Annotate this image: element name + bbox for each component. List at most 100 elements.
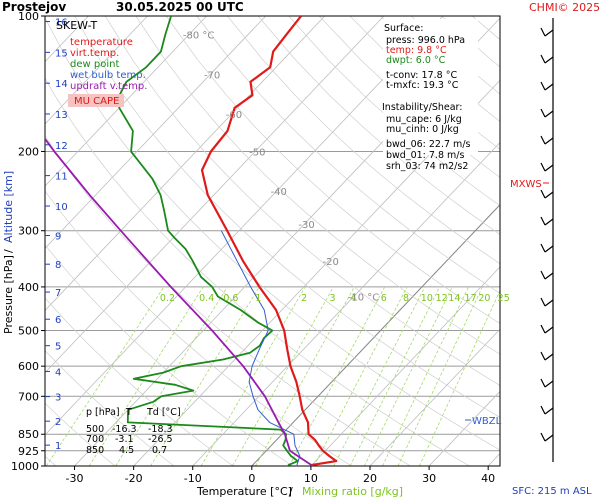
mixing-ratio-label: 8 xyxy=(403,293,409,304)
mixing-ratio-label: 0.6 xyxy=(223,293,238,304)
dry-adiabat xyxy=(135,16,500,355)
isotherm-label: -60 xyxy=(226,110,242,121)
y-axis-label-pressure: Pressure [hPa] xyxy=(2,255,15,334)
level-table-t-850: 4.5 xyxy=(119,445,134,456)
isotherm-label: -70 xyxy=(204,71,220,82)
isotherm-line xyxy=(45,16,326,312)
wind-barb-flag xyxy=(540,243,546,253)
chart-kind-label: SKEW-T xyxy=(56,19,98,32)
level-table-header-p: p [hPa] xyxy=(86,407,120,418)
temperature-tick-label: -30 xyxy=(66,472,84,485)
wind-barb-flag xyxy=(540,378,546,388)
isotherm-label: -10 °C xyxy=(348,292,380,303)
series-updraft-v-temp xyxy=(45,137,313,466)
temperature-tick-label: 0 xyxy=(248,472,255,485)
isotherm-label: -30 xyxy=(298,220,314,231)
isotherm-label: -50 xyxy=(249,147,265,158)
dry-adiabat xyxy=(45,297,234,466)
altitude-tick-label: 13 xyxy=(55,110,68,121)
mixing-ratio-line xyxy=(333,286,426,466)
mixing-ratio-label: 20 xyxy=(478,293,490,304)
mixing-ratio-line xyxy=(232,286,334,466)
pressure-tick-label: 100 xyxy=(18,10,39,23)
dry-adiabat xyxy=(45,244,293,466)
surface-tconv: t-conv: 17.8 °C xyxy=(386,70,457,81)
pressure-tick-label: 850 xyxy=(18,428,39,441)
wind-barb xyxy=(544,326,554,334)
instability-mu-cinh: mu_cinh: 0 J/kg xyxy=(386,124,459,135)
instability-srh-03: srh_03: 74 m2/s2 xyxy=(386,161,468,172)
altitude-tick-label: 4 xyxy=(55,367,61,378)
level-table-p-850: 850 xyxy=(86,445,104,456)
temperature-tick-label: 20 xyxy=(363,472,377,485)
y-axis-label-alt: Altitude [km] xyxy=(2,171,15,243)
wind-barb-flag xyxy=(540,81,546,91)
wind-barb-flag xyxy=(540,405,546,415)
altitude-tick-label: 10 xyxy=(55,202,68,213)
mu-cape-badge xyxy=(68,94,124,107)
altitude-tick-label: 11 xyxy=(55,172,68,183)
dry-adiabat xyxy=(257,16,500,235)
mixing-ratio-label: 1 xyxy=(255,293,261,304)
altitude-tick-label: 7 xyxy=(55,288,61,299)
legend-temperature: temperature xyxy=(70,37,133,48)
mixing-ratio-label: 4 xyxy=(350,293,356,304)
mu-cape-label: MU CAPE xyxy=(74,96,119,107)
isotherm-line xyxy=(45,16,266,249)
dry-adiabat xyxy=(45,135,411,466)
level-table-td-850: 0.7 xyxy=(152,445,167,456)
instability-heading: Instability/Shear: xyxy=(382,102,462,113)
level-table-t-700: -3.1 xyxy=(115,434,134,445)
altitude-tick-label: 6 xyxy=(55,315,61,326)
altitude-tick-label: 9 xyxy=(55,232,61,243)
wind-barb-flag xyxy=(540,189,546,199)
wind-barb-flag xyxy=(540,351,546,361)
isotherm-line xyxy=(133,79,500,466)
pressure-tick-label: 400 xyxy=(18,281,39,294)
isotherm-line xyxy=(45,16,385,374)
sfc-label: SFC: 215 m ASL xyxy=(512,486,592,497)
isotherm-line xyxy=(487,452,500,466)
wind-barb-flag xyxy=(540,324,546,334)
plot-frame xyxy=(44,15,501,467)
dry-adiabat xyxy=(45,17,500,451)
level-table-p-500: 500 xyxy=(86,424,104,435)
altitude-tick-label: 12 xyxy=(55,141,68,152)
mixing-ratio-label: 25 xyxy=(498,293,510,304)
dry-adiabat xyxy=(227,16,500,265)
mixing-ratio-label: 0.4 xyxy=(199,293,214,304)
wind-barb xyxy=(544,56,554,64)
wind-barb xyxy=(544,407,554,415)
dry-adiabat xyxy=(471,16,500,41)
x-axis-label-mix: Mixing ratio [g/kg] xyxy=(302,485,403,498)
altitude-tick-label: 3 xyxy=(55,393,61,404)
credit-label: CHMI© 2025 xyxy=(529,1,600,14)
level-table-header-td: Td [°C] xyxy=(146,407,181,418)
wind-barb-flag xyxy=(540,135,546,145)
mixing-ratio-label: 6 xyxy=(381,293,387,304)
mixing-ratio-line xyxy=(45,286,165,466)
surface-dwpt: dwpt: 6.0 °C xyxy=(386,55,446,66)
isotherm-line xyxy=(45,16,207,187)
wind-barb xyxy=(544,164,554,172)
mixing-ratio-line xyxy=(288,286,386,466)
dry-adiabat xyxy=(196,16,500,294)
wind-barbs xyxy=(540,18,554,462)
wind-barb xyxy=(544,245,554,253)
chart-datetime: 30.05.2025 00 UTC xyxy=(116,0,244,14)
x-axis-label-temp: Temperature [°C] xyxy=(196,485,292,498)
isotherm-label: -40 xyxy=(271,187,287,198)
x-axis-label-sep: / xyxy=(289,485,293,498)
wind-barb xyxy=(544,218,554,226)
altitude-tick-label: 15 xyxy=(55,48,68,59)
wind-barb-flag xyxy=(540,108,546,118)
temperature-tick-label: 40 xyxy=(481,472,495,485)
mixing-ratio-line xyxy=(382,286,469,466)
wind-barb xyxy=(544,380,554,388)
isotherm-line xyxy=(310,266,500,466)
zero-isotherm-line xyxy=(251,204,500,466)
series-wet-bulb-temp xyxy=(220,230,301,466)
mixing-ratio-line xyxy=(313,286,408,466)
dry-adiabat xyxy=(288,16,500,207)
